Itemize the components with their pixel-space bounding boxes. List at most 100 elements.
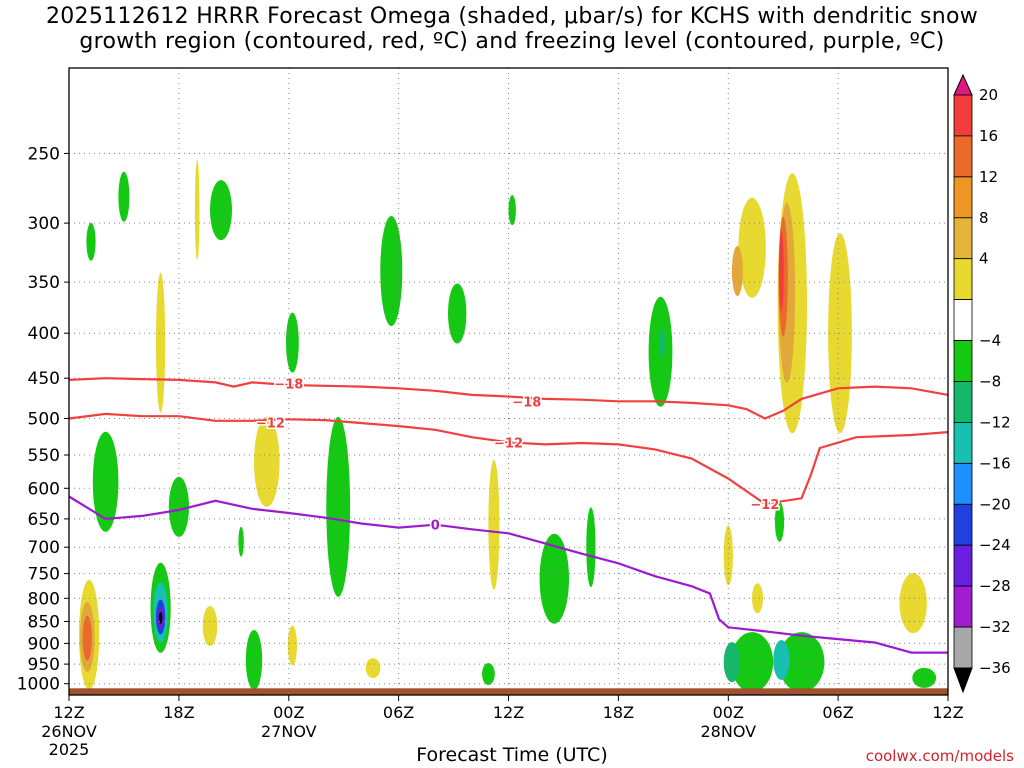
colorbar-label-8: −16 [979,454,1011,472]
colorbar-bottom-arrow [953,667,973,694]
omega-region-10 [168,476,189,537]
colorbar-bin-4 [953,258,973,301]
omega-region-28 [194,160,200,261]
contour-line-0 [68,377,949,420]
y-tick-label-650: 650 [28,510,60,530]
x-date-label-12: 27NOV [261,722,317,741]
omega-region-44 [828,233,852,434]
contour-label-0-1: −18 [512,395,541,410]
omega-region-21 [912,667,937,688]
colorbar-bin-6 [953,340,973,382]
x-tick-label-12: 00Z [273,703,304,722]
omega-region-11 [326,416,351,597]
colorbar-label-11: −28 [979,577,1011,595]
y-tick-label-500: 500 [28,410,60,430]
omega-region-34 [202,606,218,646]
y-tick-label-450: 450 [28,369,60,389]
colorbar-bin-10 [953,503,973,546]
contour-label-1-1: −12 [494,436,523,451]
contour-line-1 [68,412,949,506]
x-axis-title: Forecast Time (UTC) [416,744,608,766]
colorbar-bin-5 [953,299,973,341]
omega-region-22 [723,642,741,683]
x-year-label-0: 2025 [49,740,90,759]
omega-region-30 [253,416,280,507]
y-tick-label-800: 800 [28,589,60,609]
omega-region-2 [210,180,232,241]
colorbar-label-3: 8 [979,209,989,227]
y-tick-label-250: 250 [28,144,60,164]
colorbar-label-10: −24 [979,536,1011,554]
omega-shading-layer [69,160,948,695]
ground-strip [69,688,948,695]
colorbar-label-6: −8 [979,373,1001,391]
colorbar-bin-0 [953,94,973,137]
contour-label-1-2: −12 [750,498,779,513]
credit-text: coolwx.com/models [865,747,1014,765]
omega-region-0 [86,222,96,261]
contour-label-0-0: −18 [274,377,303,392]
omega-region-35 [287,625,297,666]
y-tick-label-600: 600 [28,479,60,499]
colorbar-label-5: −4 [979,332,1001,350]
colorbar-bin-2 [953,176,973,219]
colorbar-label-1: 16 [979,127,998,145]
omega-region-6 [508,195,516,226]
omega-region-8 [659,327,665,358]
y-tick-label-850: 850 [28,613,60,633]
x-date-label-36: 28NOV [701,722,757,741]
omega-region-23 [773,640,790,680]
omega-region-13 [539,533,569,624]
y-tick-label-750: 750 [28,565,60,585]
y-tick-label-350: 350 [28,273,60,293]
y-tick-label-700: 700 [28,538,60,558]
colorbar-label-4: 4 [979,250,989,268]
omega-region-33 [752,583,763,614]
colorbar-bin-12 [953,585,973,628]
omega-region-47 [779,231,784,311]
omega-region-15 [774,501,785,542]
colorbar-bin-1 [953,135,973,178]
omega-region-37 [899,573,927,634]
colorbar-bin-3 [953,217,973,260]
x-tick-label-48: 12Z [932,703,963,722]
colorbar-bin-11 [953,544,973,587]
omega-region-32 [723,525,733,586]
omega-region-19 [731,632,774,693]
omega-region-18 [482,663,495,685]
contour-label-2-0: 0 [431,519,440,534]
colorbar-bin-7 [953,381,973,423]
colorbar-label-2: 12 [979,168,998,186]
omega-region-4 [380,216,403,326]
colorbar-label-13: −36 [979,659,1011,677]
omega-region-17 [245,630,263,690]
colorbar-bin-9 [953,462,973,505]
colorbar-label-7: −12 [979,413,1011,431]
omega-region-12 [238,526,244,557]
chart-title-line1: 2025112612 HRRR Forecast Omega (shaded, … [45,4,979,29]
omega-region-9 [92,431,119,532]
chart-title: 2025112612 HRRR Forecast Omega (shaded, … [0,4,1024,54]
omega-region-5 [448,283,467,344]
omega-region-31 [488,459,500,590]
chart-title-line2: growth region (contoured, red, ºC) and f… [79,29,945,54]
omega-region-29 [156,272,166,413]
omega-region-3 [286,312,299,373]
colorbar-bin-13 [953,626,973,669]
colorbar-label-9: −20 [979,495,1011,513]
colorbar-top-arrow [953,73,973,96]
omega-region-41 [738,197,766,298]
y-tick-label-300: 300 [28,214,60,234]
x-tick-label-6: 18Z [163,703,194,722]
omega-region-14 [586,507,596,588]
y-tick-label-900: 900 [28,634,60,654]
omega-region-36 [365,658,381,679]
y-tick-label-400: 400 [28,324,60,344]
colorbar-bin-8 [953,421,973,464]
x-tick-label-30: 18Z [603,703,634,722]
colorbar-label-12: −32 [979,618,1011,636]
omega-region-40 [82,615,92,661]
colorbar-label-0: 20 [979,86,998,104]
colorbar: 20 16 12 8 4 −4 −8 −12 −16 −20 −24 −28 −32 −36 [953,73,1011,694]
